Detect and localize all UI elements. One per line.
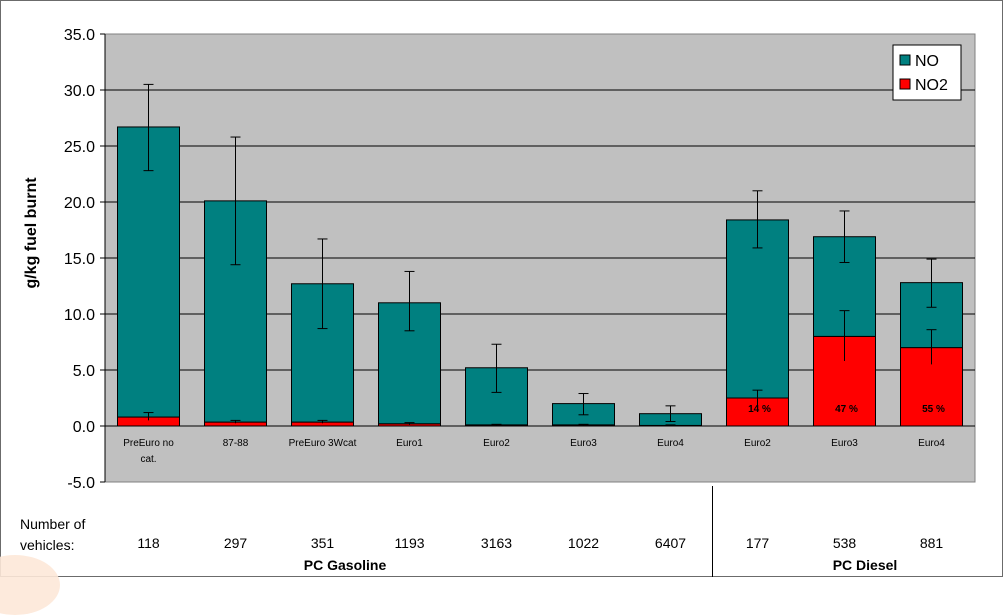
vehicle-count: 1022 (567, 535, 600, 551)
vehicle-count: 297 (223, 535, 248, 551)
y-tick-label: 15.0 (64, 251, 95, 268)
y-axis-title: g/kg fuel burnt (23, 177, 40, 289)
vehicle-count: 3163 (480, 535, 513, 551)
vehicle-count: 1193 (394, 535, 425, 551)
x-tick-label: PreEuro 3Wcat (289, 438, 357, 449)
legend-box (892, 44, 962, 101)
y-tick-label: 0.0 (73, 419, 95, 436)
x-tick-label: Euro2 (483, 438, 510, 449)
x-tick-label: Euro1 (396, 438, 423, 449)
vehicle-count: 351 (310, 535, 335, 551)
legend-label-no2: NO2 (915, 77, 948, 94)
x-tick-label: Euro2 (744, 438, 771, 449)
vehicle-count: 6407 (654, 535, 687, 551)
y-tick-label: 35.0 (64, 27, 95, 44)
bar-no (117, 126, 180, 418)
vehicle-count: 538 (832, 535, 857, 551)
y-tick-label: 5.0 (73, 363, 95, 380)
x-tick-label: Euro3 (831, 438, 858, 449)
legend-swatch-no (899, 54, 911, 66)
group-divider (712, 486, 713, 577)
bar-data-label: 55 % (922, 404, 945, 415)
y-tick-label: 30.0 (64, 83, 95, 100)
y-tick-label: -5.0 (67, 475, 95, 492)
vehicle-count: 177 (745, 535, 770, 551)
group-label-pc-gasoline: PC Gasoline (303, 557, 387, 573)
vehicle-count-row-label: Number of vehicles: (20, 516, 86, 553)
bar-data-label: 14 % (748, 404, 771, 415)
stacked-bar-chart: -5.0 0.0 5.0 10.0 15.0 20.0 25.0 30.0 35.0 g/kg f… (23, 27, 976, 492)
x-tick-label: PreEuro no (123, 438, 174, 449)
legend-swatch-no2 (899, 78, 911, 90)
x-tick-label: Euro4 (918, 438, 945, 449)
bar-no (465, 367, 528, 426)
y-tick-label: 10.0 (64, 307, 95, 324)
vehicle-count: 881 (919, 535, 944, 551)
bar-no (726, 219, 789, 399)
group-label-pc-diesel: PC Diesel (832, 557, 898, 573)
x-tick-label: 87-88 (223, 438, 249, 449)
x-tick-label: Euro3 (570, 438, 597, 449)
x-tick-label: cat. (140, 454, 156, 465)
x-tick-label: Euro4 (657, 438, 684, 449)
y-tick-label: 20.0 (64, 195, 95, 212)
y-tick-label: 25.0 (64, 139, 95, 156)
bar-data-label: 47 % (835, 404, 858, 415)
legend-label-no: NO (915, 53, 939, 70)
vehicle-count: 118 (137, 535, 160, 551)
